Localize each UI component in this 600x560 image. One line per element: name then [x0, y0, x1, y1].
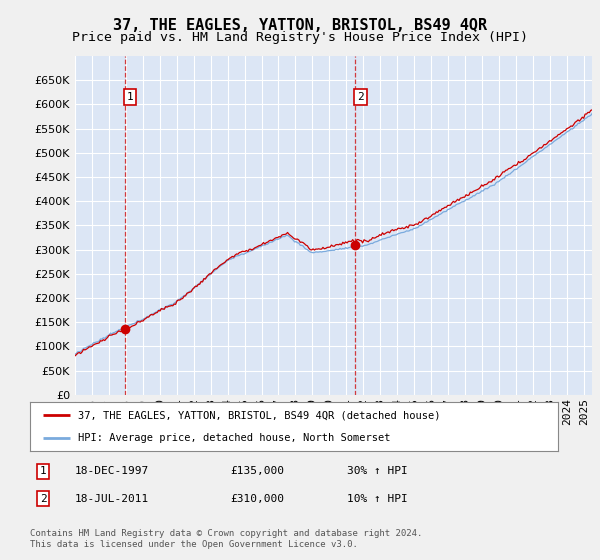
- Text: 37, THE EAGLES, YATTON, BRISTOL, BS49 4QR (detached house): 37, THE EAGLES, YATTON, BRISTOL, BS49 4Q…: [77, 410, 440, 421]
- Text: £135,000: £135,000: [230, 466, 284, 477]
- Text: 18-DEC-1997: 18-DEC-1997: [75, 466, 149, 477]
- Text: 18-JUL-2011: 18-JUL-2011: [75, 494, 149, 503]
- Text: 2: 2: [357, 92, 364, 102]
- Text: 30% ↑ HPI: 30% ↑ HPI: [347, 466, 407, 477]
- Text: Price paid vs. HM Land Registry's House Price Index (HPI): Price paid vs. HM Land Registry's House …: [72, 31, 528, 44]
- Text: 10% ↑ HPI: 10% ↑ HPI: [347, 494, 407, 503]
- Text: 1: 1: [40, 466, 47, 477]
- Text: 37, THE EAGLES, YATTON, BRISTOL, BS49 4QR: 37, THE EAGLES, YATTON, BRISTOL, BS49 4Q…: [113, 18, 487, 33]
- Text: £310,000: £310,000: [230, 494, 284, 503]
- Text: 2: 2: [40, 494, 47, 503]
- Text: Contains HM Land Registry data © Crown copyright and database right 2024.
This d: Contains HM Land Registry data © Crown c…: [30, 529, 422, 549]
- Text: HPI: Average price, detached house, North Somerset: HPI: Average price, detached house, Nort…: [77, 433, 390, 444]
- Text: 1: 1: [127, 92, 134, 102]
